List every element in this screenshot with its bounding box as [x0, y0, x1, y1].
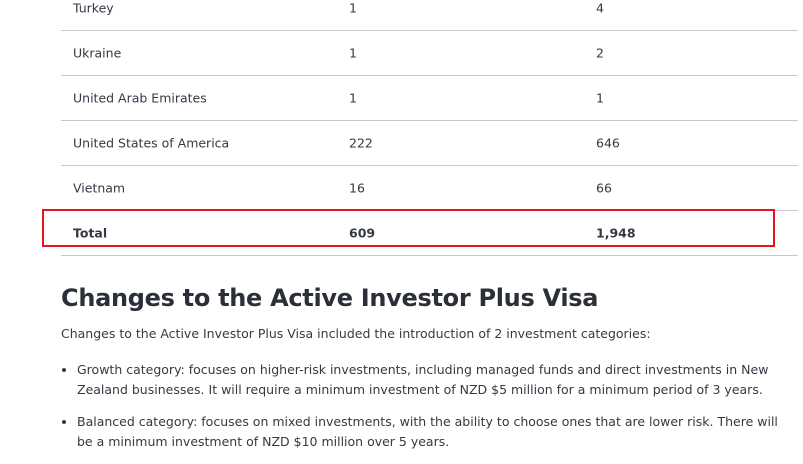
list-item: Growth category: focuses on higher-risk …: [77, 360, 797, 400]
category-list: Growth category: focuses on higher-risk …: [61, 360, 797, 464]
table-row: Turkey 1 4: [61, 0, 798, 31]
value-cell: 16: [349, 180, 365, 196]
table-row: Ukraine 1 2: [61, 31, 798, 76]
value-cell: 66: [596, 180, 612, 196]
total-value: 1,948: [596, 225, 636, 241]
value-cell: 1: [349, 45, 357, 61]
value-cell: 646: [596, 135, 620, 151]
table-row: United States of America 222 646: [61, 121, 798, 166]
value-cell: 4: [596, 0, 604, 16]
table-row: Vietnam 16 66: [61, 166, 798, 211]
value-cell: 222: [349, 135, 373, 151]
total-row: Total 609 1,948: [61, 211, 798, 256]
section-heading: Changes to the Active Investor Plus Visa: [61, 284, 599, 312]
total-value: 609: [349, 225, 376, 241]
country-cell: Ukraine: [73, 45, 122, 61]
value-cell: 1: [349, 90, 357, 106]
value-cell: 1: [596, 90, 604, 106]
country-cell: United States of America: [73, 135, 230, 151]
value-cell: 1: [349, 0, 357, 16]
total-label: Total: [73, 225, 108, 241]
highlight-box: [42, 209, 775, 247]
value-cell: 2: [596, 45, 604, 61]
country-cell: Vietnam: [73, 180, 126, 196]
country-cell: Turkey: [73, 0, 114, 16]
table-row: United Arab Emirates 1 1: [61, 76, 798, 121]
list-item: Balanced category: focuses on mixed inve…: [77, 412, 797, 452]
country-cell: United Arab Emirates: [73, 90, 207, 106]
intro-text: Changes to the Active Investor Plus Visa…: [61, 326, 651, 341]
